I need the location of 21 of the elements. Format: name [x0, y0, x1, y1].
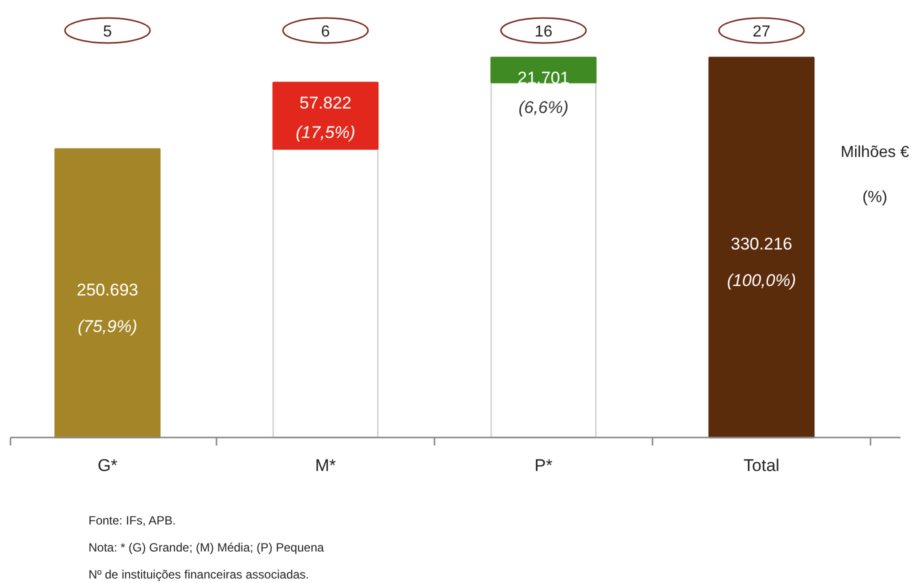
x-tick-label: M*	[315, 456, 336, 475]
annotation: (17,5%)	[296, 122, 356, 142]
x-tick-label: P*	[534, 456, 553, 475]
text: Nº de instituições financeiras associadas.	[88, 568, 309, 582]
annotation: (75,9%)	[78, 316, 138, 336]
data-label: 330.216	[730, 234, 792, 254]
data-label: 21.701	[518, 68, 570, 88]
annotation: (%)	[862, 189, 888, 206]
source-note: Fonte: IFs, APB.	[88, 514, 176, 528]
text: 27	[752, 24, 770, 40]
annotation: Milhões €	[840, 144, 910, 161]
annotation: (100,0%)	[727, 271, 796, 290]
text: 6	[321, 24, 330, 40]
data-label: 57.822	[300, 93, 352, 112]
text: 5	[103, 24, 112, 40]
annotation: (6,6%)	[518, 98, 569, 117]
text: 16	[534, 24, 552, 40]
text: Nota: * (G) Grande; (M) Média; (P) Pequena	[88, 540, 324, 554]
x-tick-label: Total	[744, 456, 780, 475]
x-tick-label: G*	[98, 456, 118, 475]
data-label: 250.693	[76, 280, 138, 300]
